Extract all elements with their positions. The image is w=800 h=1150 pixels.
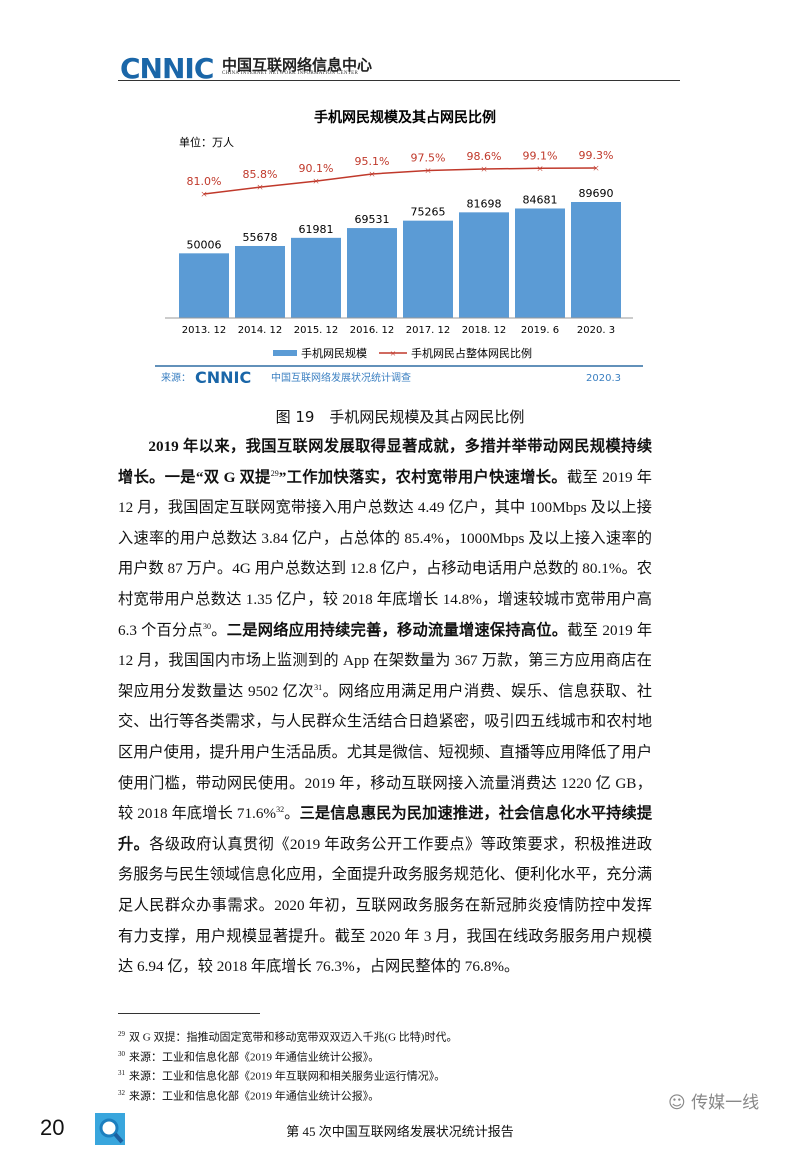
ratio-label: 85.8% <box>243 168 278 181</box>
body-text: 截至 2019 年 12 月，我国国内市场上监测到的 App 在架数量为 367… <box>118 621 653 700</box>
footnotes: 29 双 G 双提：指推动固定宽带和移动宽带双双迈入千兆(G 比特)时代。 30 来源… <box>118 1026 652 1105</box>
footnote: 32 来源：工业和信息化部《2019 年通信业统计公报》。 <box>118 1085 652 1105</box>
ratio-marker: × <box>593 161 600 175</box>
bold-text: 2019 年以来，我国互联网发展取得显著成就，多措并举带动网民规模持续增长。一是… <box>118 438 652 486</box>
source-logo: CNNIC <box>195 368 251 387</box>
org-name-cn: 中国互联网络信息中心 <box>222 58 373 74</box>
x-tick-label: 2019. 6 <box>521 325 559 336</box>
footnote-text: 来源：工业和信息化部《2019 年通信业统计公报》。 <box>129 1051 380 1064</box>
bar-value-label: 75265 <box>411 206 446 219</box>
ratio-label: 90.1% <box>299 162 334 175</box>
x-tick-label: 2020. 3 <box>577 325 615 336</box>
footnote-ref[interactable]: 29 <box>270 468 279 478</box>
footnote-number: 30 <box>118 1049 125 1058</box>
ratio-marker: × <box>313 174 320 188</box>
ratio-marker: × <box>537 161 544 175</box>
ratio-label: 99.3% <box>579 149 614 162</box>
source-label: 来源： <box>161 371 191 384</box>
footnote-rule <box>118 1012 260 1014</box>
ratio-marker: × <box>257 180 264 194</box>
bar <box>179 253 229 318</box>
wechat-icon: ☺ <box>668 1093 686 1113</box>
bar <box>571 202 621 318</box>
ratio-line <box>203 167 597 195</box>
x-tick-label: 2013. 12 <box>182 325 227 336</box>
ratio-label: 98.6% <box>467 150 502 163</box>
bar-value-label: 84681 <box>523 193 558 206</box>
footnote-number: 31 <box>118 1069 125 1078</box>
bar-value-label: 61981 <box>299 223 334 236</box>
body-paragraph: 2019 年以来，我国互联网发展取得显著成就，多措并举带动网民规模持续增长。一是… <box>118 432 652 983</box>
bar-value-label: 50006 <box>187 238 222 251</box>
page-number: 20 <box>40 1115 65 1141</box>
chart-title: 手机网民规模及其占网民比例 <box>314 109 496 126</box>
body-text: 截至 2019 年 12 月，我国固定互联网宽带接入用户总数达 4.49 亿户，… <box>118 468 652 639</box>
ratio-label: 95.1% <box>355 155 390 168</box>
bar <box>515 208 565 318</box>
bar-value-label: 81698 <box>467 197 502 210</box>
footnote: 31 来源：工业和信息化部《2019 年互联网和相关服务业运行情况》。 <box>118 1065 652 1085</box>
bar <box>291 237 341 318</box>
unit-label: 单位：万人 <box>179 135 234 149</box>
ratio-label: 97.5% <box>411 152 446 165</box>
wechat-watermark: ☺ 传媒一线 <box>668 1088 759 1113</box>
main-column: 2019 年以来，我国互联网发展取得显著成就，多措并举带动网民规模持续增长。一是… <box>40 432 652 1147</box>
legend-bar-label: 手机网民规模 <box>301 346 367 360</box>
x-tick-label: 2015. 12 <box>294 325 339 336</box>
bar <box>235 245 285 318</box>
bar <box>347 228 397 318</box>
bold-text: 三是信息惠民为民加速推进，社会信息化水平持续提升。 <box>118 805 653 853</box>
org-name-en: CHINA INTERNET NETWORK INFORMATION CENTE… <box>222 71 359 76</box>
bold-text: ”工作加快落实，农村宽带用户快速增长。 <box>278 468 567 486</box>
legend-bar-swatch <box>273 350 297 356</box>
body-text: 。 <box>284 805 300 823</box>
header-rule <box>118 80 680 81</box>
legend-line-marker: × <box>390 348 396 360</box>
bar-value-label: 69531 <box>355 213 390 226</box>
ratio-marker: × <box>201 187 208 201</box>
footnote-number: 29 <box>118 1029 125 1038</box>
ratio-label: 99.1% <box>523 149 558 162</box>
body-text: 。 <box>211 621 227 639</box>
legend-line-label: 手机网民占整体网民比例 <box>411 346 532 360</box>
x-tick-label: 2017. 12 <box>406 325 451 336</box>
footnote: 29 双 G 双提：指推动固定宽带和移动宽带双双迈入千兆(G 比特)时代。 <box>118 1026 652 1046</box>
bar-value-label: 89690 <box>579 187 614 200</box>
footnote-ref[interactable]: 32 <box>276 805 285 815</box>
footnote-number: 32 <box>118 1089 125 1098</box>
body-text: 各级政府认真贯彻《2019 年政务公开工作要点》等政策要求，积极推进政务服务与民… <box>118 835 653 976</box>
ratio-label: 81.0% <box>187 175 222 188</box>
ratio-marker: × <box>425 164 432 178</box>
x-tick-label: 2014. 12 <box>238 325 283 336</box>
footnote-ref[interactable]: 30 <box>203 621 211 631</box>
bar <box>403 220 453 318</box>
watermark-text: 传媒一线 <box>691 1093 760 1113</box>
x-tick-label: 2016. 12 <box>350 325 395 336</box>
x-tick-label: 2018. 12 <box>462 325 507 336</box>
footnote-text: 双 G 双提：指推动固定宽带和移动宽带双双迈入千兆(G 比特)时代。 <box>129 1031 458 1044</box>
source-date: 2020.3 <box>586 373 621 384</box>
bar <box>459 212 509 318</box>
bold-text: 二是网络应用持续完善，移动流量增速保持高位。 <box>226 621 568 639</box>
cnnic-logo: CNNIC <box>120 52 214 85</box>
mobile-users-chart: 手机网民规模及其占网民比例 单位：万人 50006 55678 61981 69531… <box>155 98 643 388</box>
ratio-marker: × <box>481 162 488 176</box>
page-footer: 20 第 45 次中国互联网络发展状况统计报告 <box>40 1111 652 1147</box>
figure-caption: 图 19 手机网民规模及其占网民比例 <box>275 408 525 426</box>
source-text: 中国互联网络发展状况统计调查 <box>271 371 411 384</box>
footnote-text: 来源：工业和信息化部《2019 年互联网和相关服务业运行情况》。 <box>129 1071 446 1084</box>
footnote: 30 来源：工业和信息化部《2019 年通信业统计公报》。 <box>118 1046 652 1066</box>
ratio-marker: × <box>369 167 376 181</box>
footnote-ref[interactable]: 31 <box>314 682 323 692</box>
footnote-text: 来源：工业和信息化部《2019 年通信业统计公报》。 <box>129 1090 380 1103</box>
body-text: 。网络应用满足用户消费、娱乐、信息获取、社交、出行等各类需求，与人民群众生活结合… <box>118 682 653 823</box>
bar-value-label: 55678 <box>243 231 278 244</box>
